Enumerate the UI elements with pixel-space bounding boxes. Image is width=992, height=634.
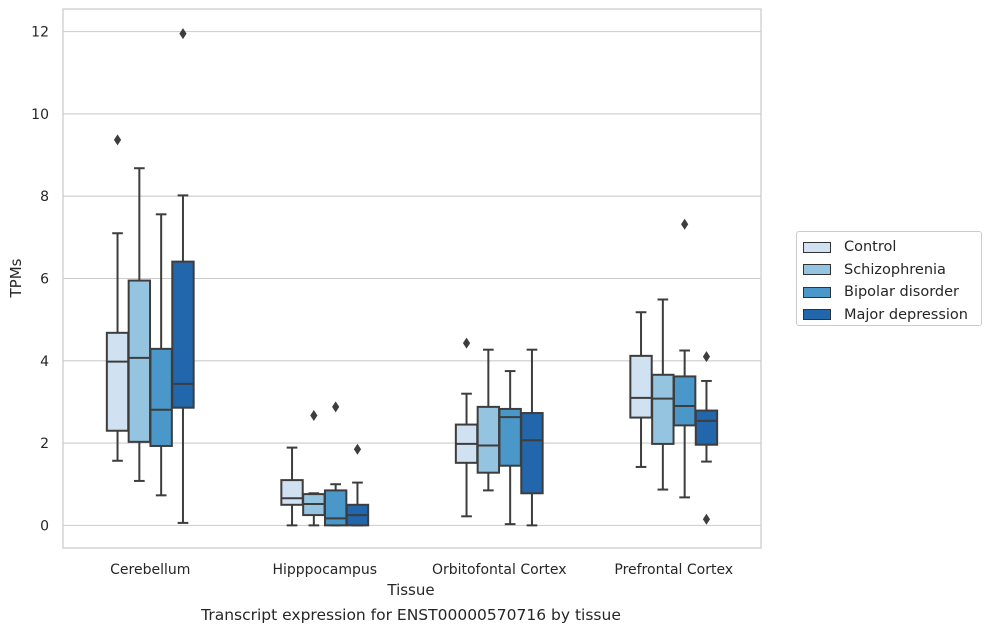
legend-item-control: Control	[803, 236, 981, 259]
outlier-point	[179, 28, 187, 40]
box	[476, 348, 501, 492]
legend-label: Major depression	[844, 306, 968, 323]
box-iqr	[651, 373, 675, 445]
outlier-point	[113, 134, 122, 146]
outlier-point	[353, 443, 362, 455]
outlier-point	[310, 410, 318, 422]
box-iqr	[323, 489, 348, 527]
box	[323, 401, 348, 527]
x-tick-label: Prefrontal Cortex	[614, 562, 733, 578]
box	[280, 446, 304, 527]
y-tick-label: 0	[40, 518, 49, 534]
box-iqr	[127, 279, 152, 443]
legend-swatch	[803, 286, 831, 298]
box	[498, 370, 522, 526]
box-iqr	[280, 479, 304, 506]
x-tick-label: Hipppocampus	[272, 562, 377, 578]
box-iqr	[476, 405, 501, 474]
box-iqr	[520, 412, 544, 495]
y-tick-label: 2	[40, 436, 49, 452]
x-tick-label: Orbitofontal Cortex	[432, 562, 567, 578]
box	[651, 298, 675, 491]
y-tick-labels: 0 2 4 6 8 10 12	[31, 25, 49, 535]
box-iqr	[672, 375, 697, 427]
y-tick-label: 12	[31, 25, 49, 41]
box	[672, 218, 697, 499]
box	[302, 410, 326, 527]
outlier-point	[332, 401, 340, 413]
legend-item-bipolar-disorder: Bipolar disorder	[803, 281, 981, 304]
box-iqr	[629, 354, 653, 419]
figure-caption: Transcript expression for ENST0000057071…	[201, 606, 621, 624]
box-iqr	[105, 331, 130, 432]
outlier-point	[462, 337, 471, 349]
box-iqr	[171, 260, 195, 409]
box	[149, 213, 173, 497]
box	[345, 443, 370, 527]
outlier-point	[681, 218, 689, 230]
box-layer	[105, 28, 719, 527]
box-iqr	[694, 409, 719, 446]
box-iqr	[149, 347, 173, 447]
legend-label: Bipolar disorder	[844, 284, 959, 301]
x-axis-title: Tissue	[386, 581, 434, 599]
y-tick-label: 4	[40, 354, 49, 370]
box	[105, 134, 130, 462]
box	[629, 311, 653, 468]
legend-swatch	[803, 309, 831, 321]
box	[171, 28, 195, 524]
x-tick-label: Cerebellum	[110, 562, 190, 578]
y-axis-title: TPMs	[7, 258, 25, 298]
y-tick-label: 10	[31, 107, 49, 123]
legend-label: Schizophrenia	[844, 261, 946, 278]
outlier-point	[702, 513, 711, 525]
x-tick-labels: Cerebellum Hipppocampus Orbitofontal Corte…	[110, 562, 733, 578]
legend: Control Schizophrenia Bipolar disorder M…	[796, 231, 982, 326]
outlier-point	[702, 351, 711, 363]
box	[694, 351, 719, 525]
legend-item-major-depression: Major depression	[803, 304, 981, 327]
y-tick-label: 8	[40, 189, 49, 205]
y-tick-label: 6	[40, 272, 49, 288]
legend-swatch	[803, 241, 831, 253]
box	[520, 348, 544, 527]
legend-swatch	[803, 264, 831, 276]
legend-label: Control	[844, 239, 897, 256]
legend-item-schizophrenia: Schizophrenia	[803, 259, 981, 282]
